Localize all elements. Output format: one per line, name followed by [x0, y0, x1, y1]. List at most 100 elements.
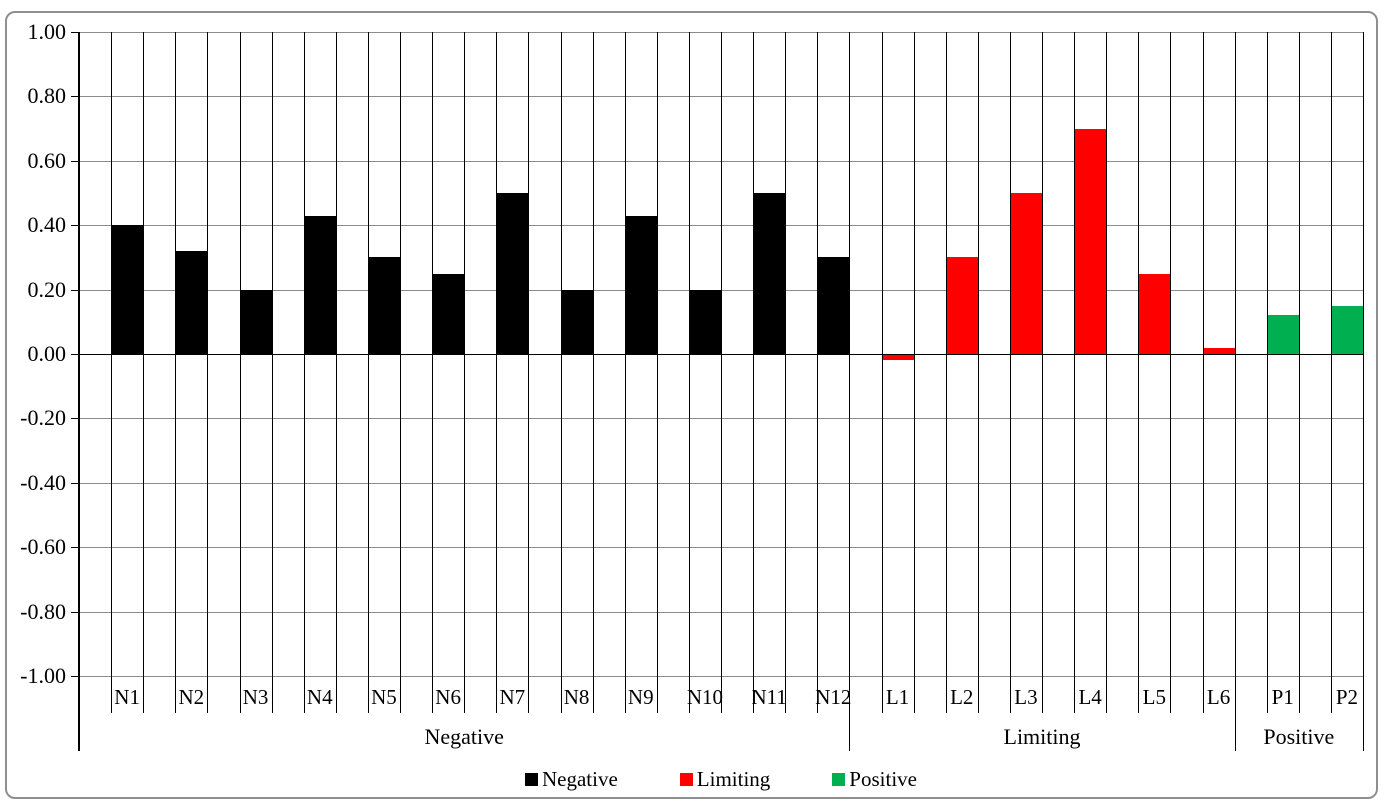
legend-item-positive: Positive	[832, 767, 917, 791]
bar-N4	[303, 215, 336, 354]
v-gridline	[560, 32, 562, 713]
x-tick-label-P2: P2	[1335, 685, 1359, 709]
group-separator-line	[1363, 32, 1364, 751]
v-gridline	[624, 32, 626, 713]
y-axis-tick-label: -1.00	[20, 663, 66, 688]
y-axis-tick-label: 0.80	[27, 83, 67, 109]
bar-L6	[1202, 347, 1235, 354]
chart-frame	[5, 11, 1378, 799]
x-tick-label-L6: L6	[1206, 685, 1231, 709]
legend-swatch-icon	[832, 772, 846, 786]
legend-label: Limiting	[696, 767, 771, 791]
y-axis-line	[77, 32, 80, 751]
y-axis-tick-label: 0.40	[27, 212, 67, 238]
x-tick-label-N9: N9	[627, 685, 654, 709]
x-tick-label-N11: N11	[751, 685, 787, 709]
bar-N8	[560, 289, 593, 354]
x-tick-label-N6: N6	[435, 685, 461, 709]
v-gridline	[303, 32, 305, 713]
bar-N6	[432, 273, 465, 354]
y-axis-tick-label: -0.60	[20, 534, 66, 560]
v-gridline	[1042, 32, 1043, 713]
v-gridline	[656, 32, 658, 713]
v-gridline	[1106, 32, 1108, 713]
x-tick-label-P1: P1	[1271, 685, 1294, 709]
y-axis-tick-label: -0.80	[20, 598, 66, 624]
y-axis-tick-label: 0.20	[27, 276, 67, 302]
bar-N12	[817, 257, 850, 354]
legend-label: Positive	[849, 767, 917, 791]
v-gridline	[817, 32, 819, 713]
v-gridline	[1266, 32, 1268, 713]
y-axis-tick-mark	[71, 354, 79, 355]
y-axis-tick-mark	[71, 32, 79, 33]
v-gridline	[881, 32, 883, 713]
bar-N2	[175, 250, 208, 354]
x-tick-label-N4: N4	[306, 685, 333, 709]
v-gridline	[1330, 32, 1332, 713]
v-gridline	[1138, 32, 1140, 713]
bar-N5	[367, 257, 400, 354]
zero-axis-line	[79, 354, 1363, 355]
v-gridline	[239, 32, 241, 713]
x-tick-label-N5: N5	[371, 685, 397, 709]
v-gridline	[367, 32, 369, 713]
v-gridline	[785, 32, 787, 713]
bar-P2	[1330, 305, 1363, 354]
group-separator-line	[1234, 32, 1236, 751]
v-gridline	[913, 32, 915, 713]
x-tick-label-L3: L3	[1014, 685, 1038, 709]
v-gridline	[592, 32, 594, 713]
v-gridline	[464, 32, 466, 713]
v-gridline	[400, 32, 401, 713]
y-axis-tick-label: -0.40	[20, 469, 66, 495]
v-gridline	[1298, 32, 1300, 713]
v-gridline	[1170, 32, 1172, 713]
v-gridline	[528, 32, 530, 713]
y-axis-tick-mark	[71, 676, 79, 677]
y-axis-tick-mark	[71, 482, 79, 484]
legend-item-limiting: Limiting	[679, 767, 771, 791]
bar-L5	[1138, 273, 1171, 354]
x-tick-label-N3: N3	[242, 685, 269, 709]
x-tick-label-N10: N10	[686, 685, 724, 709]
v-gridline	[1009, 32, 1011, 713]
y-axis-tick-mark	[71, 611, 79, 613]
bar-N10	[688, 289, 721, 354]
x-tick-label-N12: N12	[815, 685, 852, 709]
legend-item-negative: Negative	[525, 767, 618, 791]
v-gridline	[945, 32, 947, 713]
y-axis-tick-mark	[71, 96, 79, 98]
v-gridline	[111, 32, 113, 713]
v-gridline	[977, 32, 979, 713]
legend-swatch-icon	[679, 772, 693, 786]
x-tick-label-N8: N8	[563, 685, 590, 709]
v-gridline	[688, 32, 690, 713]
v-gridline	[753, 32, 755, 713]
x-tick-label-L5: L5	[1142, 685, 1167, 709]
bar-N3	[239, 289, 272, 354]
y-axis-tick-label: 1.00	[27, 19, 67, 44]
legend: Negative Limiting Positive	[79, 765, 1363, 793]
bar-P1	[1266, 315, 1299, 354]
bar-N7	[496, 193, 529, 354]
v-gridline	[1074, 32, 1076, 713]
group-separator-line	[849, 32, 851, 751]
bar-L2	[945, 257, 978, 354]
bar-L1	[881, 354, 914, 361]
v-gridline	[1202, 32, 1204, 713]
bar-N11	[753, 193, 786, 354]
x-tick-label-N7: N7	[499, 685, 526, 709]
x-group-label-negative: Negative	[424, 724, 504, 749]
bar-L4	[1074, 128, 1107, 354]
x-group-label-positive: Positive	[1263, 724, 1335, 749]
v-gridline	[496, 32, 498, 713]
v-gridline	[335, 32, 337, 713]
bar-N1	[111, 225, 144, 354]
bar-N9	[624, 215, 657, 354]
y-axis-tick-label: 0.00	[27, 341, 67, 366]
legend-swatch-icon	[525, 772, 538, 786]
v-gridline	[175, 32, 177, 713]
x-tick-label-L1: L1	[885, 685, 910, 709]
